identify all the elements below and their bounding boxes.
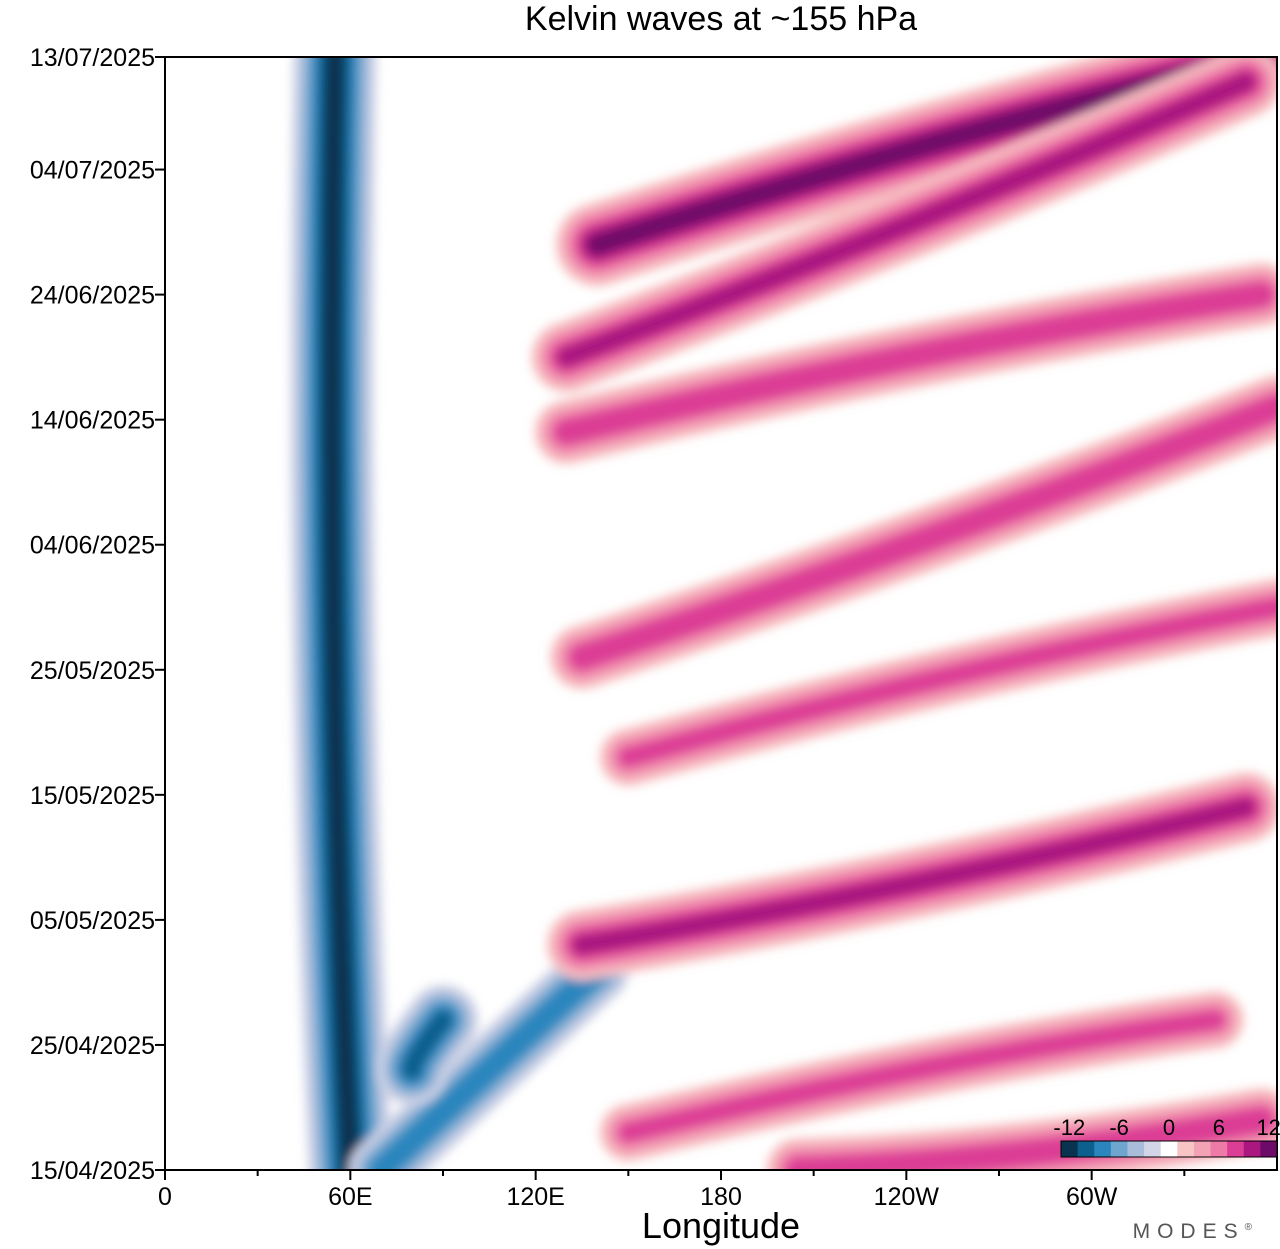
chart-title: Kelvin waves at ~155 hPa: [525, 0, 917, 38]
colorbar-swatch: [1260, 1141, 1278, 1157]
colorbar-tick-label: -12: [1053, 1115, 1085, 1140]
wave-contour-level: [569, 394, 1277, 671]
wave-band: [348, 937, 630, 1170]
wave-band: [531, 57, 1277, 393]
wave-contour-level: [322, 57, 360, 1170]
y-tick-label: 25/04/2025: [30, 1032, 155, 1060]
wave-contour-level: [785, 1107, 1275, 1170]
colorbar-frame: [1060, 1140, 1278, 1158]
colorbar-swatch: [1110, 1141, 1128, 1157]
colorbar-swatch: [1177, 1141, 1195, 1157]
wave-band: [599, 578, 1277, 787]
colorbar-tick-label: 6: [1213, 1115, 1225, 1140]
y-tick-label: 25/05/2025: [30, 657, 155, 685]
y-tick-label: 24/06/2025: [30, 282, 155, 310]
colorbar-swatch: [1227, 1141, 1245, 1157]
wave-contour-level: [402, 1010, 453, 1080]
wave-band: [534, 262, 1277, 465]
colorbar-swatch: [1193, 1141, 1212, 1157]
y-tick-label: 15/04/2025: [30, 1157, 155, 1185]
y-tick-label: 05/05/2025: [30, 907, 155, 935]
x-tick-label: 60W: [1066, 1183, 1118, 1211]
y-axis: 15/04/2025 25/04/2025 05/05/2025 15/05/2025…: [30, 44, 165, 1185]
wave-band: [549, 374, 1277, 690]
y-tick-label: 15/05/2025: [30, 782, 155, 810]
brand-logo: MODES®: [1133, 1220, 1253, 1243]
wave-contour-level: [557, 72, 1256, 367]
y-tick-label: 04/07/2025: [30, 157, 155, 185]
wave-contour-level: [553, 281, 1275, 445]
x-tick-label: 120E: [506, 1183, 564, 1211]
colorbar-swatch: [1094, 1141, 1112, 1157]
y-tick-label: 14/06/2025: [30, 407, 155, 435]
x-axis-label: Longitude: [642, 1205, 800, 1246]
x-tick-label: 0: [158, 1183, 172, 1211]
x-tick-label: 180: [700, 1183, 742, 1211]
brand-registered-mark: ®: [1245, 1222, 1253, 1233]
x-axis: 0 60E 120E 180 120W 60W: [158, 1170, 1186, 1211]
colorbar: -12 -6 0 6 12: [1053, 1115, 1280, 1158]
wave-contour-level: [368, 957, 611, 1170]
contour-field: [165, 57, 1277, 1170]
brand-name: MODES: [1133, 1220, 1245, 1243]
colorbar-swatch: [1077, 1141, 1095, 1157]
colorbar-tick-label: 12: [1256, 1115, 1280, 1140]
y-tick-label: 13/07/2025: [30, 44, 155, 72]
x-tick-label: 120W: [874, 1183, 940, 1211]
wave-contour-level: [618, 1010, 1225, 1142]
wave-band: [546, 771, 1277, 981]
colorbar-swatch: [1127, 1141, 1145, 1157]
colorbar-swatch: [1243, 1141, 1261, 1157]
colorbar-swatch: [1210, 1141, 1228, 1157]
wave-band: [376, 984, 479, 1106]
wave-band: [765, 1087, 1277, 1170]
colorbar-swatch: [1144, 1141, 1162, 1157]
x-tick-label: 60E: [328, 1183, 372, 1211]
colorbar-tick-label: -6: [1109, 1115, 1129, 1140]
wave-band: [289, 57, 393, 1170]
colorbar-swatch: [1160, 1141, 1178, 1157]
y-tick-label: 04/06/2025: [30, 532, 155, 560]
wave-band: [599, 990, 1245, 1162]
colorbar-swatch: [1061, 1141, 1079, 1157]
wave-contour-level: [618, 597, 1277, 767]
colorbar-tick-label: 0: [1163, 1115, 1175, 1140]
wave-contour-level: [572, 797, 1256, 955]
